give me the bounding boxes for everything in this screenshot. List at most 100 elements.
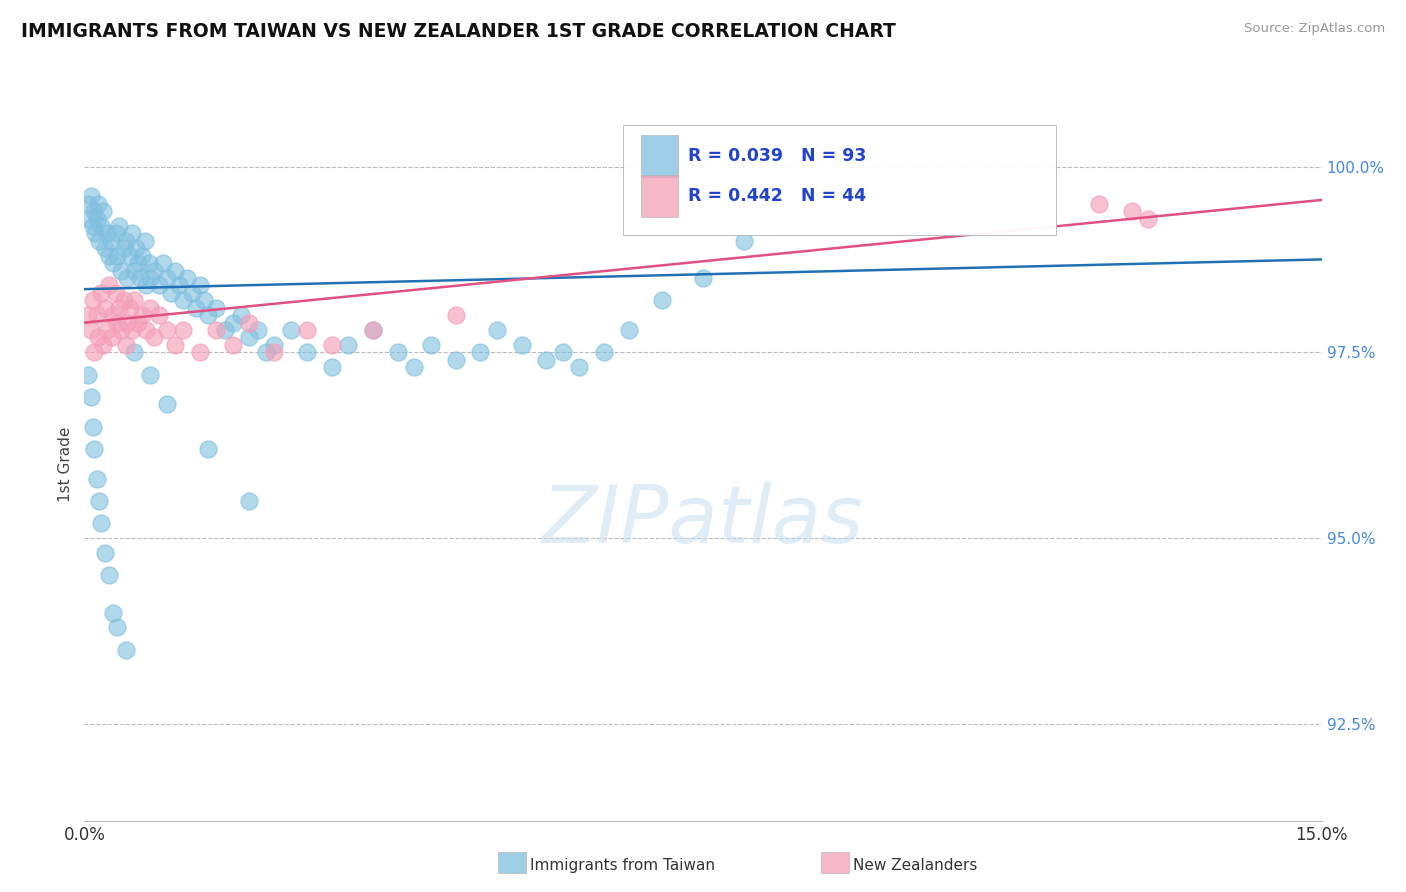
Point	[94, 301, 117, 315]
Point	[138, 256, 160, 270]
Point	[105, 249, 128, 263]
Point	[321, 338, 343, 352]
Point	[104, 285, 127, 300]
Point	[87, 196, 110, 211]
Point	[156, 271, 179, 285]
Point	[222, 338, 245, 352]
Point	[90, 219, 112, 233]
Point	[692, 271, 714, 285]
Point	[134, 234, 156, 248]
Point	[387, 345, 409, 359]
Point	[361, 323, 384, 337]
Point	[108, 219, 131, 233]
Point	[117, 316, 139, 330]
Point	[82, 419, 104, 434]
Point	[337, 338, 360, 352]
Point	[143, 263, 166, 277]
Point	[114, 338, 136, 352]
Point	[295, 345, 318, 359]
Point	[238, 330, 260, 344]
Text: R = 0.039   N = 93: R = 0.039 N = 93	[688, 146, 866, 164]
Point	[152, 256, 174, 270]
Point	[172, 323, 194, 337]
Point	[172, 293, 194, 308]
Point	[96, 227, 118, 241]
Point	[214, 323, 236, 337]
Point	[121, 323, 143, 337]
Point	[114, 234, 136, 248]
Point	[100, 234, 122, 248]
Point	[110, 263, 132, 277]
Point	[551, 345, 574, 359]
Point	[121, 227, 143, 241]
Point	[156, 397, 179, 411]
Point	[295, 323, 318, 337]
Point	[90, 285, 112, 300]
Point	[117, 271, 139, 285]
Point	[127, 316, 149, 330]
Point	[593, 345, 616, 359]
Point	[77, 308, 100, 322]
Point	[135, 278, 157, 293]
Point	[1137, 211, 1160, 226]
Point	[127, 256, 149, 270]
Point	[229, 308, 252, 322]
Point	[197, 308, 219, 322]
Text: ZIPatlas: ZIPatlas	[541, 482, 865, 560]
Point	[197, 442, 219, 456]
Point	[122, 263, 145, 277]
Text: R = 0.442   N = 44: R = 0.442 N = 44	[688, 187, 866, 205]
Point	[112, 241, 135, 255]
Text: IMMIGRANTS FROM TAIWAN VS NEW ZEALANDER 1ST GRADE CORRELATION CHART: IMMIGRANTS FROM TAIWAN VS NEW ZEALANDER …	[21, 22, 896, 41]
Point	[263, 345, 285, 359]
Point	[98, 568, 121, 582]
Point	[143, 330, 166, 344]
Point	[110, 323, 132, 337]
Point	[156, 323, 179, 337]
Point	[148, 278, 170, 293]
Point	[280, 323, 302, 337]
FancyBboxPatch shape	[623, 125, 1056, 235]
Point	[104, 227, 127, 241]
Point	[118, 301, 141, 315]
Point	[108, 301, 131, 315]
Point	[129, 271, 152, 285]
Point	[205, 301, 228, 315]
Point	[83, 442, 105, 456]
Point	[188, 345, 211, 359]
Point	[103, 256, 125, 270]
Point	[139, 301, 162, 315]
Point	[80, 323, 103, 337]
Point	[94, 546, 117, 560]
Point	[160, 285, 183, 300]
Point	[139, 271, 162, 285]
Point	[167, 278, 190, 293]
Point	[444, 352, 467, 367]
Point	[485, 323, 508, 337]
Point	[98, 278, 121, 293]
Point	[180, 285, 202, 300]
Point	[86, 472, 108, 486]
Point	[122, 345, 145, 359]
Point	[419, 338, 441, 352]
Point	[86, 211, 108, 226]
Point	[263, 338, 285, 352]
Point	[83, 204, 105, 219]
Point	[165, 338, 187, 352]
Point	[165, 263, 187, 277]
Point	[1121, 204, 1143, 219]
Point	[86, 308, 108, 322]
Point	[176, 271, 198, 285]
Point	[254, 345, 277, 359]
Point	[89, 494, 111, 508]
Point	[82, 219, 104, 233]
Point	[222, 316, 245, 330]
FancyBboxPatch shape	[641, 135, 678, 177]
Text: Immigrants from Taiwan: Immigrants from Taiwan	[530, 858, 716, 872]
Point	[246, 323, 269, 337]
FancyBboxPatch shape	[641, 175, 678, 218]
Point	[94, 241, 117, 255]
Point	[205, 323, 228, 337]
Point	[184, 301, 207, 315]
Text: New Zealanders: New Zealanders	[853, 858, 977, 872]
